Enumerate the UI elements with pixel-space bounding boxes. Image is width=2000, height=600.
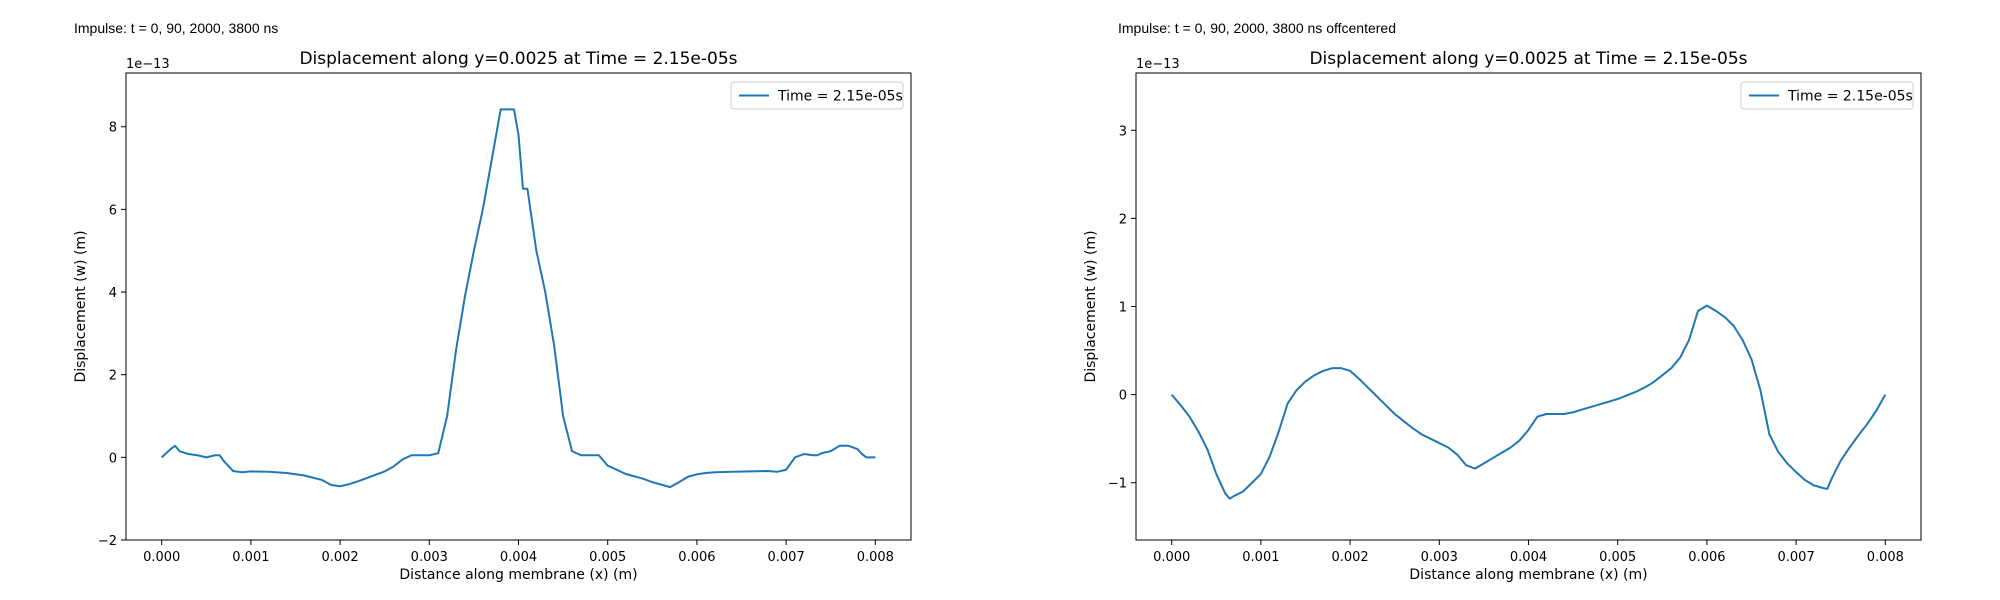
x-tick-label: 0.007: [768, 550, 805, 565]
y-tick-label: 0: [109, 451, 117, 466]
x-tick-label: 0.007: [1778, 550, 1815, 565]
y-tick-label: −1: [1108, 477, 1127, 492]
x-axis-label: Distance along membrane (x) (m): [1409, 567, 1647, 583]
chart-svg: Displacement along y=0.0025 at Time = 2.…: [1083, 49, 1922, 583]
x-tick-label: 0.006: [1688, 550, 1725, 565]
x-tick-label: 0.000: [1153, 550, 1190, 565]
y-axis-label: Displacement (w) (m): [73, 230, 89, 382]
x-tick-label: 0.000: [143, 550, 180, 565]
y-tick-label: 3: [1119, 124, 1127, 139]
y-tick-label: 8: [109, 121, 117, 136]
x-tick-label: 0.008: [857, 550, 894, 565]
x-tick-label: 0.004: [500, 550, 537, 565]
x-tick-label: 0.003: [1421, 550, 1458, 565]
y-offset-label: 1e−13: [126, 57, 170, 72]
x-tick-label: 0.002: [321, 550, 358, 565]
x-tick-label: 0.003: [411, 550, 448, 565]
y-tick-label: 2: [1119, 212, 1127, 227]
legend-label: Time = 2.15e-05s: [777, 89, 903, 105]
impulse-label: Impulse: t = 0, 90, 2000, 3800 ns offcen…: [1118, 20, 1396, 36]
legend-label: Time = 2.15e-05s: [1787, 89, 1913, 105]
legend-box: [730, 81, 904, 110]
x-axis-label: Distance along membrane (x) (m): [399, 567, 637, 583]
y-tick-label: 0: [1119, 389, 1127, 404]
chart-panel-right: Impulse: t = 0, 90, 2000, 3800 ns offcen…: [1000, 0, 2000, 600]
chart-title: Displacement along y=0.0025 at Time = 2.…: [299, 49, 737, 69]
x-tick-label: 0.008: [1867, 550, 1904, 565]
y-tick-label: 4: [109, 286, 117, 301]
x-tick-label: 0.002: [1331, 550, 1368, 565]
chart-panel-left: Impulse: t = 0, 90, 2000, 3800 ns Displa…: [73, 20, 912, 583]
series-line: [161, 108, 876, 489]
legend-box: [1740, 81, 1914, 110]
x-tick-label: 0.005: [1599, 550, 1636, 565]
x-tick-label: 0.004: [1510, 550, 1547, 565]
series-line: [1170, 304, 1887, 500]
chart-title: Displacement along y=0.0025 at Time = 2.…: [1309, 49, 1747, 69]
y-tick-label: −2: [98, 534, 117, 549]
y-offset-label: 1e−13: [1136, 57, 1180, 72]
chart-svg: Displacement along y=0.0025 at Time = 2.…: [73, 49, 912, 583]
y-axis-label: Displacement (w) (m): [1083, 230, 1099, 382]
plot-frame: [1135, 72, 1922, 541]
y-tick-label: 2: [109, 369, 117, 384]
impulse-label: Impulse: t = 0, 90, 2000, 3800 ns: [74, 20, 279, 36]
x-tick-label: 0.001: [1242, 550, 1279, 565]
x-tick-label: 0.006: [678, 550, 715, 565]
y-tick-label: 6: [109, 203, 117, 218]
y-tick-label: 1: [1119, 301, 1127, 316]
x-tick-label: 0.001: [232, 550, 269, 565]
x-tick-label: 0.005: [589, 550, 626, 565]
